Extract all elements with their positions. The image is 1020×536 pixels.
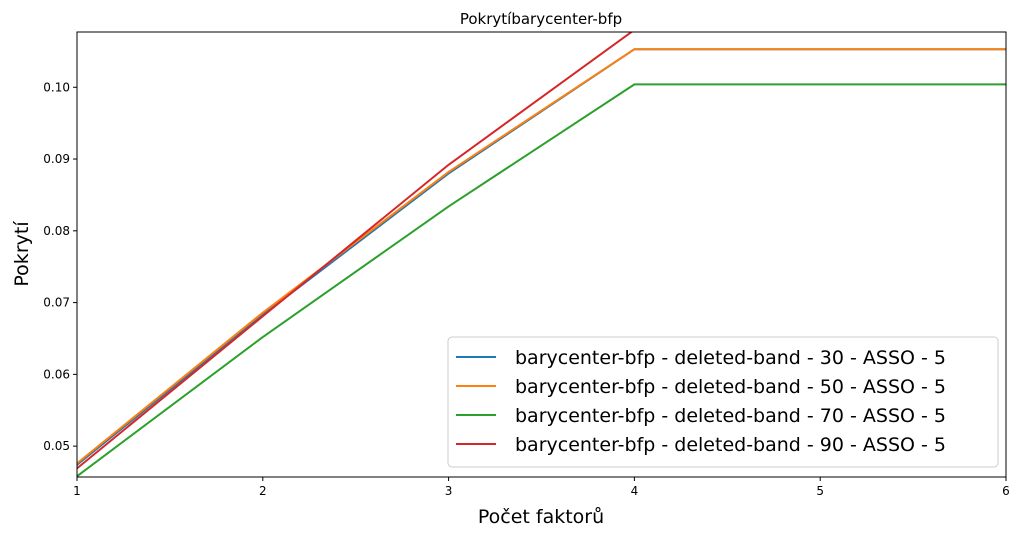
- y-tick-label: 0.10: [43, 80, 70, 94]
- y-axis-title: Pokrytí: [11, 221, 33, 287]
- series-line-4: [77, 32, 634, 470]
- plot-frame: [76, 31, 1007, 478]
- x-tick-label: 3: [445, 484, 453, 498]
- chart-title: Pokrytíbarycenter-bfp: [460, 10, 622, 28]
- legend-label-2: barycenter-bfp - deleted-band - 50 - ASS…: [515, 376, 946, 398]
- x-tick-label: 4: [631, 484, 639, 498]
- x-axis-title: Počet faktorů: [478, 506, 604, 528]
- series-line-3: [77, 83, 1006, 477]
- y-tick-label: 0.09: [43, 152, 70, 166]
- legend-label-3: barycenter-bfp - deleted-band - 70 - ASS…: [515, 405, 946, 427]
- x-tick-label: 1: [73, 484, 81, 498]
- legend-label-4: barycenter-bfp - deleted-band - 90 - ASS…: [515, 434, 946, 456]
- legend: barycenter-bfp - deleted-band - 30 - ASS…: [447, 336, 999, 468]
- x-tick-label: 5: [816, 484, 824, 498]
- y-tick-label: 0.06: [43, 367, 70, 381]
- y-tick-label: 0.07: [43, 296, 70, 310]
- y-tick-label: 0.05: [43, 439, 70, 453]
- y-tick-label: 0.08: [43, 224, 70, 238]
- x-tick-label: 2: [259, 484, 267, 498]
- x-tick-label: 6: [1002, 484, 1010, 498]
- legend-label-1: barycenter-bfp - deleted-band - 30 - ASS…: [515, 347, 946, 369]
- legend-box: [447, 336, 999, 468]
- series-line-2: [77, 48, 1006, 465]
